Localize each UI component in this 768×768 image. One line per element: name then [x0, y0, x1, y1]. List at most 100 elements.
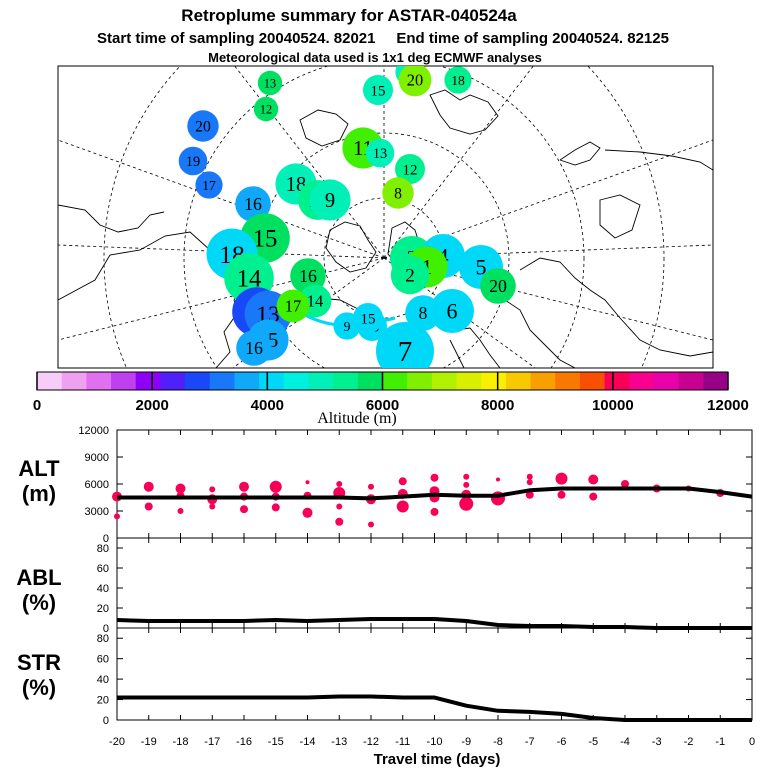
plume-marker-label-33: 9 — [344, 319, 351, 334]
y-tick-label: 60 — [97, 654, 109, 666]
plume-marker-label-29: 6 — [447, 299, 458, 324]
plume-marker-19 — [382, 177, 414, 209]
plume-marker-label-15: 16 — [245, 338, 263, 358]
y-tick-label: 6000 — [85, 479, 109, 491]
alt-scatter-point-16 — [305, 480, 310, 485]
plume-marker-label-2: 17 — [202, 178, 216, 193]
colorbar-cell — [431, 372, 458, 390]
colorbar-cell — [37, 372, 63, 390]
colorbar-cell — [382, 372, 408, 390]
alt-ylabel-line2: (m) — [22, 481, 56, 506]
plume-marker-label-17: 13 — [373, 146, 387, 162]
x-tick-label: -3 — [652, 736, 662, 748]
alt-scatter-point-44 — [588, 474, 599, 485]
y-tick-label: 12000 — [78, 425, 109, 437]
y-tick-label: 0 — [103, 533, 109, 545]
abl-ylabel-line2: (%) — [22, 590, 56, 615]
colorbar-tick-label: 10000 — [592, 397, 634, 414]
plume-marker-label-8: 9 — [325, 190, 335, 212]
alt-scatter-point-34 — [463, 481, 470, 488]
plume-marker-34 — [353, 303, 383, 333]
colorbar-tick-label: 8000 — [481, 397, 514, 414]
colorbar-cell — [209, 372, 235, 390]
colorbar-cell — [678, 372, 704, 390]
colorbar-cell — [259, 372, 285, 390]
alt-scatter-point-40 — [526, 479, 533, 486]
alt-scatter-point-39 — [526, 473, 533, 480]
retroplume-map: 2019171312161817915181419131516111312815… — [57, 65, 714, 369]
colorbar-cell — [579, 372, 606, 390]
altitude-colorbar: 0 2000 4000 6000 8000 10000 12000 Altitude (m) — [33, 371, 749, 427]
plume-marker-label-1: 19 — [186, 154, 200, 170]
plume-marker-31 — [405, 295, 441, 331]
plume-marker-label-20: 15 — [371, 83, 386, 99]
panel-alt-plot: 0 3000 6000 9000 12000 — [78, 425, 753, 545]
colorbar-cell — [481, 372, 507, 390]
colorbar-label: Altitude (m) — [317, 410, 397, 427]
plume-marker-27 — [390, 255, 430, 295]
sampling-times: Start time of sampling 20040524. 82021 E… — [97, 30, 669, 47]
colorbar-tick-label: 6000 — [366, 397, 399, 414]
colorbar-tick-label: 12000 — [707, 397, 749, 414]
alt-scatter-point-9 — [209, 503, 216, 510]
alt-scatter-point-13 — [269, 480, 282, 493]
str-series-line — [117, 694, 752, 722]
x-tick-label: -16 — [236, 736, 252, 748]
plume-marker-22 — [398, 66, 432, 97]
time-series-panels: ALT (m) ABL (%) STR (%) Travel time (day… — [16, 425, 755, 768]
panel-abl-plot: 0 20 40 60 80 — [97, 537, 753, 635]
colorbar-cell — [357, 372, 383, 390]
x-tick-label: -17 — [204, 736, 220, 748]
x-tick-label: -8 — [493, 736, 503, 748]
plume-marker-label-30: 7 — [398, 336, 413, 368]
y-tick-label: 20 — [97, 695, 109, 707]
alt-scatter-point-43 — [557, 490, 566, 499]
plume-marker-2 — [195, 171, 223, 199]
alt-scatter-point-19 — [336, 481, 343, 487]
plume-marker-label-5: 16 — [244, 194, 262, 214]
plume-marker-label-0: 20 — [195, 118, 211, 135]
alt-scatter-point-23 — [368, 483, 374, 490]
plume-marker-label-3: 13 — [264, 76, 276, 90]
y-tick-label: 60 — [97, 563, 109, 575]
colorbar-tick-label: 4000 — [251, 397, 284, 414]
colorbar-tick-label: 2000 — [135, 397, 168, 414]
alt-scatter-point-45 — [589, 492, 598, 501]
alt-scatter-point-26 — [398, 477, 407, 486]
alt-scatter-point-25 — [368, 521, 374, 528]
x-tick-label: -12 — [363, 736, 379, 748]
colorbar-cell — [653, 372, 680, 390]
map-markers: 2019171312161817915181419131516111312815… — [178, 66, 516, 368]
y-tick-label: 80 — [97, 543, 109, 555]
y-tick-label: 80 — [97, 633, 109, 645]
panel-frame — [116, 627, 753, 721]
x-axis-label: Travel time (days) — [374, 751, 501, 768]
plume-marker-30 — [376, 322, 434, 368]
y-tick-label: 0 — [103, 623, 109, 635]
colorbar-cell — [234, 372, 260, 390]
colorbar-cell — [61, 372, 87, 390]
y-tick-label: 3000 — [85, 506, 109, 518]
x-tick-label: -20 — [109, 736, 125, 748]
x-tick-label: -6 — [557, 736, 567, 748]
alt-series-line — [117, 486, 753, 501]
plume-marker-15 — [236, 330, 272, 366]
plume-marker-1 — [178, 146, 208, 176]
x-tick-label: -5 — [588, 736, 598, 748]
colorbar-cell — [308, 372, 334, 390]
colorbar-cell — [135, 372, 161, 390]
alt-scatter-point-2 — [143, 481, 154, 492]
alt-panel: ALT (m) — [18, 456, 60, 506]
plume-marker-label-36: 16 — [299, 266, 317, 286]
plume-marker-label-38: 17 — [285, 297, 301, 316]
colorbar-cell — [703, 372, 729, 390]
alt-scatter-point-18 — [302, 507, 313, 518]
plume-marker-label-31: 8 — [419, 303, 428, 323]
panel-frame — [116, 537, 753, 629]
colorbar-cell — [505, 372, 532, 390]
alt-scatter-point-15 — [271, 503, 280, 512]
x-tick-label: -2 — [684, 736, 694, 748]
plume-marker-4 — [253, 96, 279, 122]
alt-scatter-point-22 — [335, 517, 344, 526]
